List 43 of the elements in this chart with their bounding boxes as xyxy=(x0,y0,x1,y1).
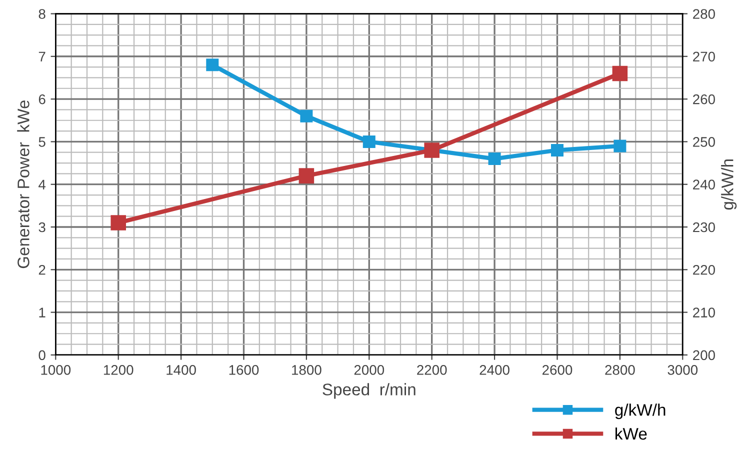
y-tick-label: 2 xyxy=(38,264,46,275)
y-tick-label: 6 xyxy=(38,94,46,104)
y-tick-label: 1 xyxy=(39,308,46,318)
y2-tick-label: 220 xyxy=(693,264,715,275)
x-tick-label: 1200 xyxy=(104,365,134,375)
point xyxy=(612,66,628,82)
x-tick-label: 2000 xyxy=(354,365,384,375)
y2-tick-label: 210 xyxy=(693,308,715,318)
y-tick-label: 0 xyxy=(38,350,46,360)
x-tick-label: 2200 xyxy=(417,365,447,375)
x-tick-label: 1600 xyxy=(229,365,259,375)
x-tick-label: 1000 xyxy=(41,365,71,375)
y2-tick-label: 280 xyxy=(693,9,715,19)
point xyxy=(110,215,126,230)
point xyxy=(300,110,313,122)
x-tick-label: 1800 xyxy=(292,365,322,375)
y-tick-label: 3 xyxy=(38,222,46,232)
legend-label: kWe xyxy=(616,427,647,440)
y-axis-title: Generator Power kWe xyxy=(17,100,30,268)
y2-tick-label: 230 xyxy=(693,222,715,232)
y2-tick-label: 250 xyxy=(693,137,715,147)
x-tick-label: 1400 xyxy=(166,365,196,375)
y2-tick-label: 260 xyxy=(693,94,715,104)
point xyxy=(488,152,501,166)
y2-tick-label: 200 xyxy=(693,350,715,360)
legend-label: g/kW/h xyxy=(615,404,666,420)
x-tick-label: 2800 xyxy=(605,365,635,375)
point xyxy=(550,144,564,156)
y2-tick-label: 240 xyxy=(693,180,715,190)
point xyxy=(362,135,376,148)
y-tick-label: 7 xyxy=(38,52,46,62)
x-tick-label: 2400 xyxy=(480,365,510,375)
y2-tick-label: 270 xyxy=(693,52,715,62)
y-tick-label: 4 xyxy=(38,180,46,190)
x-tick-label: 3000 xyxy=(668,365,698,375)
y-tick-label: 8 xyxy=(38,9,46,19)
y2-axis-title: g/kW/h xyxy=(721,159,737,210)
point xyxy=(206,58,219,72)
y-tick-label: 5 xyxy=(38,137,46,147)
x-axis-title: Speed r/min xyxy=(322,383,416,399)
point xyxy=(298,168,314,184)
x-tick-label: 2600 xyxy=(542,365,572,375)
point xyxy=(614,140,626,152)
